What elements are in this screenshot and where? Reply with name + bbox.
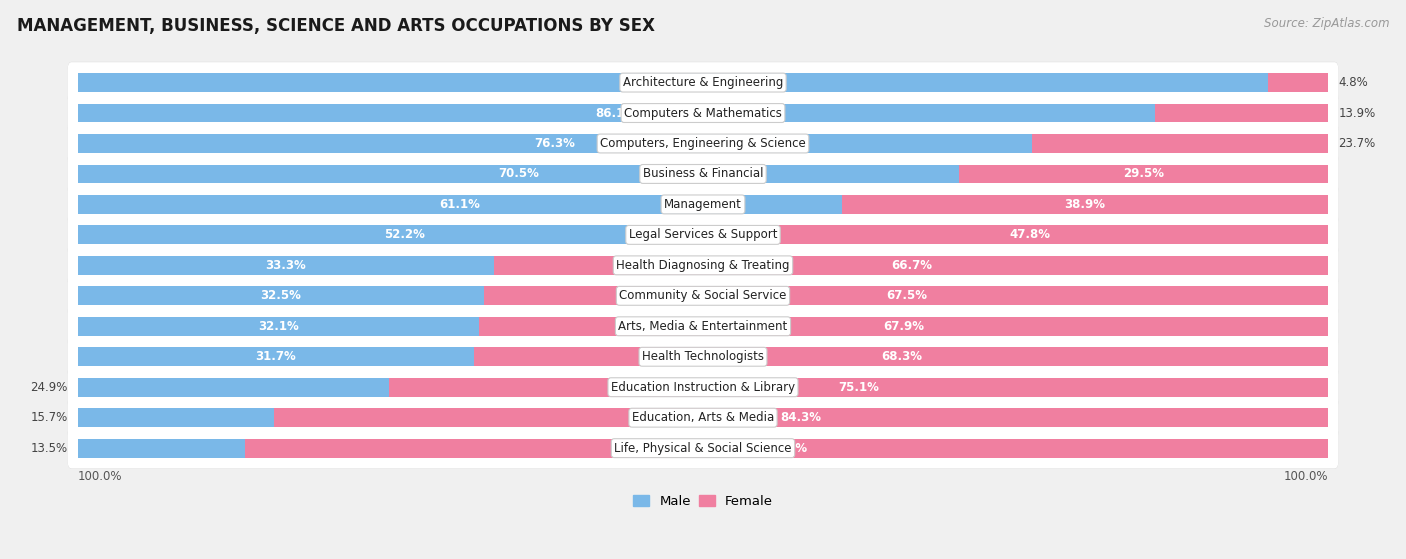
Text: 75.1%: 75.1% bbox=[838, 381, 879, 394]
Text: Education Instruction & Library: Education Instruction & Library bbox=[612, 381, 794, 394]
Text: 100.0%: 100.0% bbox=[1284, 470, 1329, 483]
Text: 67.9%: 67.9% bbox=[883, 320, 924, 333]
Text: 38.9%: 38.9% bbox=[1064, 198, 1105, 211]
FancyBboxPatch shape bbox=[67, 245, 1339, 286]
Bar bbox=[1154, 103, 1329, 122]
Bar bbox=[77, 317, 479, 336]
Text: Computers, Engineering & Science: Computers, Engineering & Science bbox=[600, 137, 806, 150]
FancyBboxPatch shape bbox=[67, 184, 1339, 225]
FancyBboxPatch shape bbox=[67, 62, 1339, 103]
Text: Life, Physical & Social Science: Life, Physical & Social Science bbox=[614, 442, 792, 454]
Bar bbox=[1268, 73, 1329, 92]
FancyBboxPatch shape bbox=[67, 397, 1339, 438]
FancyBboxPatch shape bbox=[67, 275, 1339, 316]
Text: 13.5%: 13.5% bbox=[31, 442, 67, 454]
Text: Legal Services & Support: Legal Services & Support bbox=[628, 229, 778, 241]
Text: Computers & Mathematics: Computers & Mathematics bbox=[624, 107, 782, 120]
Bar bbox=[479, 317, 1329, 336]
FancyBboxPatch shape bbox=[67, 306, 1339, 347]
Text: 52.2%: 52.2% bbox=[384, 229, 425, 241]
Text: 95.2%: 95.2% bbox=[652, 76, 693, 89]
FancyBboxPatch shape bbox=[67, 276, 1339, 316]
Text: Management: Management bbox=[664, 198, 742, 211]
Text: Health Technologists: Health Technologists bbox=[643, 350, 763, 363]
Text: Architecture & Engineering: Architecture & Engineering bbox=[623, 76, 783, 89]
FancyBboxPatch shape bbox=[67, 337, 1339, 377]
Text: 47.8%: 47.8% bbox=[1010, 229, 1050, 241]
Bar bbox=[274, 408, 1329, 427]
FancyBboxPatch shape bbox=[67, 153, 1339, 195]
Bar bbox=[245, 439, 1329, 458]
Bar bbox=[77, 286, 484, 305]
Text: 86.1%: 86.1% bbox=[596, 107, 637, 120]
FancyBboxPatch shape bbox=[67, 92, 1339, 134]
Bar bbox=[77, 164, 959, 183]
Bar bbox=[731, 225, 1329, 244]
Text: Education, Arts & Media: Education, Arts & Media bbox=[631, 411, 775, 424]
Bar bbox=[77, 195, 842, 214]
Text: Business & Financial: Business & Financial bbox=[643, 168, 763, 181]
FancyBboxPatch shape bbox=[67, 367, 1339, 408]
FancyBboxPatch shape bbox=[67, 62, 1339, 103]
Bar bbox=[494, 256, 1329, 275]
Text: 31.7%: 31.7% bbox=[256, 350, 297, 363]
Bar bbox=[1032, 134, 1329, 153]
Text: Community & Social Service: Community & Social Service bbox=[619, 290, 787, 302]
Text: 24.9%: 24.9% bbox=[30, 381, 67, 394]
Bar bbox=[77, 256, 494, 275]
Text: 84.3%: 84.3% bbox=[780, 411, 821, 424]
FancyBboxPatch shape bbox=[67, 428, 1339, 469]
FancyBboxPatch shape bbox=[67, 215, 1339, 255]
Text: 23.7%: 23.7% bbox=[1339, 137, 1375, 150]
FancyBboxPatch shape bbox=[67, 245, 1339, 286]
Text: 67.5%: 67.5% bbox=[886, 290, 927, 302]
Text: 100.0%: 100.0% bbox=[77, 470, 122, 483]
Bar bbox=[389, 378, 1329, 397]
Text: 4.8%: 4.8% bbox=[1339, 76, 1368, 89]
Text: 33.3%: 33.3% bbox=[266, 259, 307, 272]
Text: MANAGEMENT, BUSINESS, SCIENCE AND ARTS OCCUPATIONS BY SEX: MANAGEMENT, BUSINESS, SCIENCE AND ARTS O… bbox=[17, 17, 655, 35]
Bar bbox=[77, 408, 274, 427]
FancyBboxPatch shape bbox=[67, 184, 1339, 225]
FancyBboxPatch shape bbox=[67, 93, 1339, 134]
FancyBboxPatch shape bbox=[67, 306, 1339, 347]
Text: 76.3%: 76.3% bbox=[534, 137, 575, 150]
FancyBboxPatch shape bbox=[67, 428, 1339, 468]
FancyBboxPatch shape bbox=[67, 336, 1339, 377]
Bar bbox=[484, 286, 1329, 305]
Text: 32.5%: 32.5% bbox=[260, 290, 301, 302]
Text: Health Diagnosing & Treating: Health Diagnosing & Treating bbox=[616, 259, 790, 272]
Text: 29.5%: 29.5% bbox=[1123, 168, 1164, 181]
Legend: Male, Female: Male, Female bbox=[627, 490, 779, 514]
Bar bbox=[842, 195, 1329, 214]
Text: 70.5%: 70.5% bbox=[498, 168, 538, 181]
Text: Arts, Media & Entertainment: Arts, Media & Entertainment bbox=[619, 320, 787, 333]
Bar bbox=[959, 164, 1329, 183]
Text: 68.3%: 68.3% bbox=[880, 350, 922, 363]
Bar bbox=[77, 378, 389, 397]
Bar bbox=[77, 73, 1268, 92]
Bar bbox=[77, 134, 1032, 153]
FancyBboxPatch shape bbox=[67, 154, 1339, 195]
Bar bbox=[77, 439, 246, 458]
Text: 32.1%: 32.1% bbox=[257, 320, 298, 333]
Text: 86.6%: 86.6% bbox=[766, 442, 807, 454]
Text: 61.1%: 61.1% bbox=[439, 198, 479, 211]
Bar bbox=[77, 225, 731, 244]
Text: 66.7%: 66.7% bbox=[891, 259, 932, 272]
FancyBboxPatch shape bbox=[67, 214, 1339, 255]
Text: 15.7%: 15.7% bbox=[31, 411, 67, 424]
FancyBboxPatch shape bbox=[67, 123, 1339, 164]
Text: Source: ZipAtlas.com: Source: ZipAtlas.com bbox=[1264, 17, 1389, 30]
FancyBboxPatch shape bbox=[67, 367, 1339, 408]
Bar bbox=[77, 103, 1154, 122]
FancyBboxPatch shape bbox=[67, 123, 1339, 164]
Bar bbox=[77, 347, 474, 366]
Bar bbox=[474, 347, 1329, 366]
FancyBboxPatch shape bbox=[67, 397, 1339, 438]
Text: 13.9%: 13.9% bbox=[1339, 107, 1375, 120]
